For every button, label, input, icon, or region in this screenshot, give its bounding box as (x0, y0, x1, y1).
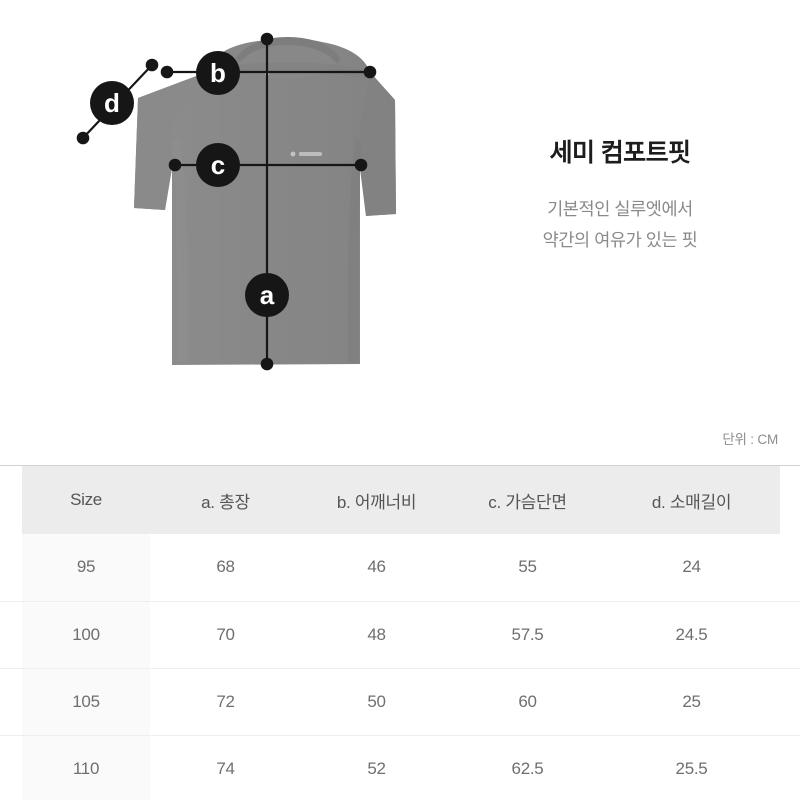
cell-sleeve: 25.5 (675, 758, 708, 778)
marker-badge-a: a (245, 273, 289, 317)
table-row: 105 72 50 60 25 (0, 668, 800, 735)
cell-sleeve: 24 (682, 557, 701, 577)
cell-shoulder: 46 (367, 557, 386, 577)
marker-label-d: d (104, 88, 120, 118)
cell-size: 95 (22, 534, 150, 601)
row-edge-right (780, 735, 800, 800)
cell-size: 100 (22, 601, 150, 668)
measure-dot-a-bottom (260, 357, 274, 371)
marker-badge-b: b (196, 51, 240, 95)
row-edge-right (780, 668, 800, 735)
fit-description-line-2: 약간의 여유가 있는 핏 (542, 229, 698, 250)
cell-length: 72 (216, 691, 235, 711)
column-header-chest: c. 가슴단면 (452, 466, 603, 534)
chest-logo-mark (290, 151, 322, 157)
row-edge-left (0, 735, 22, 800)
marker-label-a: a (260, 280, 275, 310)
column-header-sleeve: d. 소매길이 (603, 466, 780, 534)
row-edge-left (0, 601, 22, 668)
table-header-row: Size a. 총장 b. 어깨너비 c. 가슴단면 d. 소매길이 (0, 466, 800, 534)
table-edge-right (780, 466, 800, 534)
cell-size: 105 (22, 668, 150, 735)
row-edge-left (0, 534, 22, 601)
garment-measurement-diagram: b c d a (60, 18, 420, 398)
row-edge-right (780, 534, 800, 601)
cell-chest: 55 (518, 557, 537, 577)
fit-hero-section: b c d a 세미 컴포트핏 (60, 18, 780, 398)
unit-note: 단위 : CM (722, 432, 778, 447)
cell-sleeve: 24.5 (675, 624, 708, 644)
measure-dot-c-left (168, 158, 182, 172)
table-row: 95 68 46 55 24 (0, 534, 800, 601)
table-row: 100 70 48 57.5 24.5 (0, 601, 800, 668)
fit-title: 세미 컴포트핏 (549, 139, 691, 167)
cell-shoulder: 50 (367, 691, 386, 711)
column-header-shoulder: b. 어깨너비 (301, 466, 452, 534)
measure-dot-d-bottom (76, 131, 90, 145)
cell-length: 74 (216, 758, 235, 778)
row-edge-left (0, 668, 22, 735)
table-top-divider (0, 465, 800, 466)
cell-size: 110 (22, 735, 150, 800)
cell-chest: 60 (518, 691, 537, 711)
column-header-length: a. 총장 (150, 466, 301, 534)
measure-dot-c-right (354, 158, 368, 172)
row-edge-right (780, 601, 800, 668)
size-chart-table: Size a. 총장 b. 어깨너비 c. 가슴단면 d. 소매길이 95 68… (0, 466, 800, 800)
marker-label-b: b (210, 58, 226, 88)
marker-badge-c: c (196, 143, 240, 187)
measure-dot-b-right (363, 65, 377, 79)
marker-label-c: c (211, 150, 225, 180)
cell-shoulder: 52 (367, 758, 386, 778)
marker-badge-d: d (90, 81, 134, 125)
table-row: 110 74 52 62.5 25.5 (0, 735, 800, 800)
measure-dot-b-left (160, 65, 174, 79)
measurement-markers: b c d a (90, 51, 289, 317)
table-edge-left (0, 466, 22, 534)
cell-chest: 62.5 (511, 758, 544, 778)
cell-length: 70 (216, 624, 235, 644)
measure-dot-d-top (145, 58, 159, 72)
cell-sleeve: 25 (682, 691, 701, 711)
cell-shoulder: 48 (367, 624, 386, 644)
fit-description-line-1: 기본적인 실루엣에서 (547, 199, 693, 219)
fit-description-block: 세미 컴포트핏 기본적인 실루엣에서 약간의 여유가 있는 핏 (460, 138, 780, 255)
cell-length: 68 (216, 557, 235, 577)
fit-description: 기본적인 실루엣에서 약간의 여유가 있는 핏 (460, 194, 780, 255)
column-header-size: Size (22, 466, 150, 534)
tshirt-silhouette (134, 37, 396, 366)
measure-dot-a-top (260, 32, 274, 46)
cell-chest: 57.5 (511, 624, 544, 644)
